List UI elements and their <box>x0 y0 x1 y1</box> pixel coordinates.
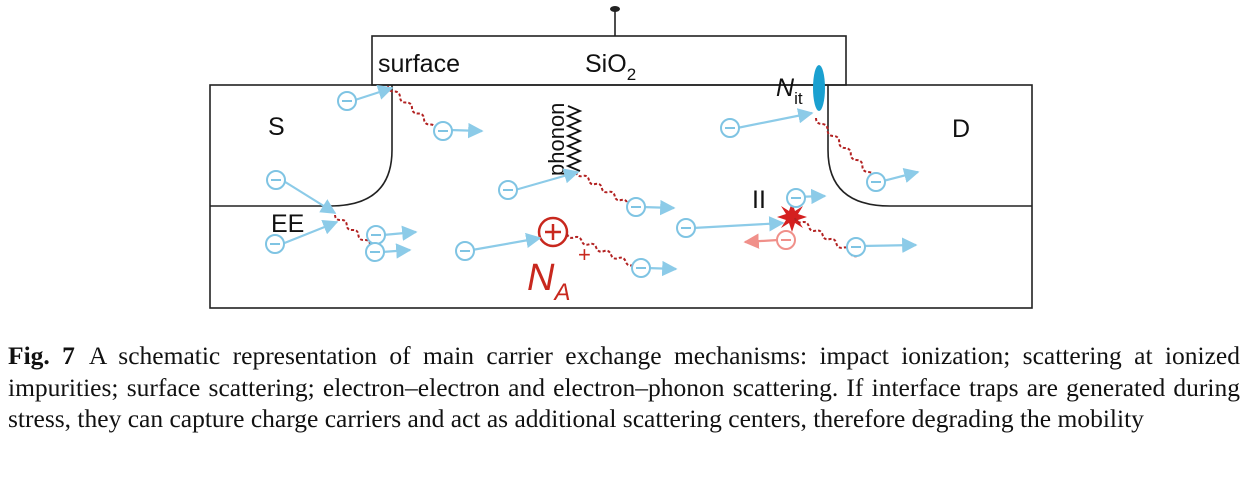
scatter-path <box>575 171 635 210</box>
scatter-path <box>815 117 875 179</box>
trajectory-arrow <box>281 219 339 246</box>
electron-icon <box>337 91 357 111</box>
source-label: S <box>268 113 285 141</box>
figure-number: Fig. 7 <box>8 341 75 370</box>
electron-icon <box>866 172 886 192</box>
electron-icon <box>266 170 286 190</box>
surface-label: surface <box>378 50 460 78</box>
electron-icon <box>365 242 385 262</box>
trajectory-arrow <box>382 225 418 241</box>
interface-trap-label: Nit <box>776 74 803 108</box>
trajectory-arrow <box>692 216 785 232</box>
scatter-path <box>387 85 437 131</box>
ee-label: EE <box>271 210 304 238</box>
trajectory-arrow <box>381 243 412 259</box>
ii-label: II <box>752 186 766 214</box>
trajectory-arrow <box>641 199 676 216</box>
electron-icon <box>676 218 696 238</box>
interface-trap-icon <box>813 65 825 111</box>
ionized-impurity-icon <box>537 216 569 248</box>
oxide-label: SiO2 <box>585 50 636 84</box>
gate-contact-icon <box>610 6 620 36</box>
trajectory-arrow <box>646 260 678 277</box>
drain-region <box>827 85 1032 207</box>
drain-label: D <box>952 115 970 143</box>
electron-icon <box>265 234 285 254</box>
trajectory-arrow <box>514 168 580 192</box>
electron-icon <box>786 188 806 208</box>
substrate <box>209 84 1033 309</box>
electrons <box>265 91 886 278</box>
electron-icon <box>626 197 646 217</box>
electron-icon <box>366 225 386 245</box>
electron-icon <box>455 241 475 261</box>
phonon-label: phonon <box>544 103 569 176</box>
trajectory-arrow <box>736 108 814 130</box>
trajectory-arrow <box>861 237 918 253</box>
mosfet-scattering-schematic: surface SiO2 S D EE II phonon Nit NA + <box>209 6 1033 309</box>
caption-text: A schematic representation of main carri… <box>8 341 1240 433</box>
ionized-acceptor-charge-label: + <box>578 242 591 267</box>
ionized-acceptor-label: NA <box>527 257 570 306</box>
hole-carrier <box>743 230 796 250</box>
electron-icon <box>631 258 651 278</box>
trajectory-arrow <box>281 179 337 214</box>
trajectory-arrow <box>449 122 484 139</box>
trajectory-arrow <box>354 84 394 102</box>
electron-icon <box>498 180 518 200</box>
source-region <box>210 85 393 207</box>
electron-icon <box>433 121 453 141</box>
trajectory-arrow <box>882 167 920 183</box>
trajectory-arrow <box>471 232 542 252</box>
electron-icon <box>846 237 866 257</box>
electron-icon <box>720 118 740 138</box>
phonon-spring-icon <box>565 105 583 172</box>
scatter-path <box>566 233 634 267</box>
